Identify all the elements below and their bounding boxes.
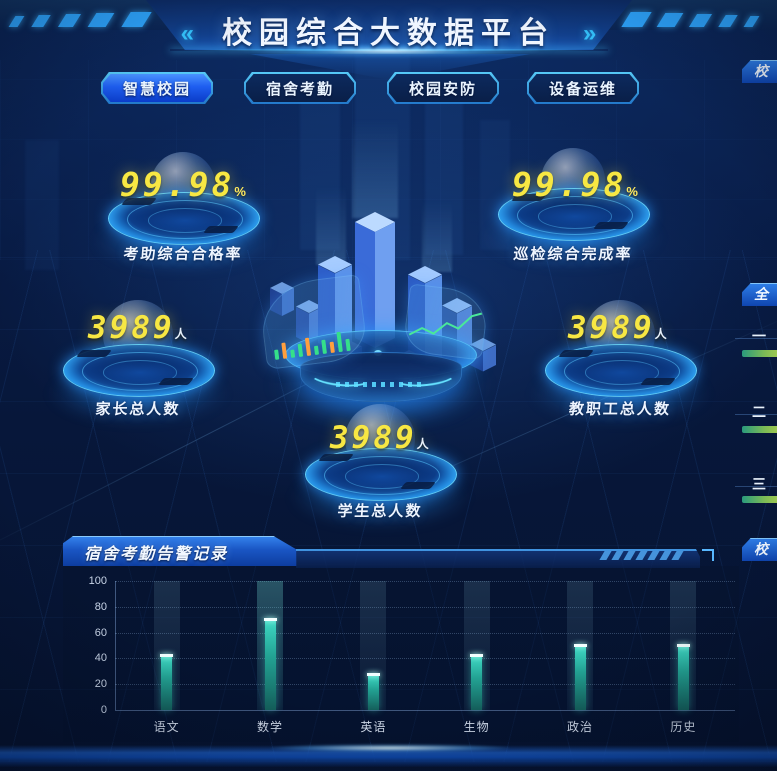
pedestal-attendance — [90, 152, 276, 273]
light-beam — [316, 185, 346, 265]
stat-inspection-value: 99.98% — [512, 165, 638, 204]
stat-attendance-value: 99.98% — [120, 165, 246, 204]
rank-divider — [735, 414, 777, 415]
tab-campus-security-label: 校园安防 — [389, 74, 497, 102]
edge-panel-header-middle: 全 — [742, 283, 777, 306]
page-title: « 校园综合大数据平台 » — [0, 8, 777, 52]
linechart-ribbon — [402, 283, 490, 361]
left-chevrons-icon: « — [180, 20, 194, 47]
alarm-panel-header — [63, 536, 297, 566]
edge-panel-header-top: 校 — [742, 60, 777, 83]
corner-bracket-icon — [702, 549, 714, 561]
stat-students-number: 3989 — [330, 420, 417, 456]
stat-staff-number: 3989 — [568, 310, 655, 346]
stat-students-label: 学生总人数 — [336, 503, 424, 520]
right-chevrons-icon: » — [583, 20, 597, 47]
edge-panel-header-bottom: 校 — [742, 538, 777, 561]
tab-smart-campus[interactable]: 智慧校园 — [101, 72, 213, 104]
rank-divider — [735, 486, 777, 487]
tab-dorm-attendance-label: 宿舍考勤 — [246, 74, 354, 102]
stat-staff-value: 3989人 — [568, 310, 667, 346]
tab-dorm-attendance[interactable]: 宿舍考勤 — [244, 72, 356, 104]
light-beam — [422, 200, 452, 272]
rank-item-2: 二 — [752, 404, 766, 420]
rank-item-1: 一 — [752, 328, 766, 344]
stat-students-unit: 人 — [416, 437, 429, 451]
stat-students-value: 3989人 — [330, 420, 429, 456]
stat-attendance-unit: % — [234, 184, 246, 199]
rank-item-3: 三 — [752, 476, 766, 492]
stat-staff-unit: 人 — [654, 327, 667, 341]
stat-inspection-number: 99.98 — [512, 165, 627, 204]
alarm-panel-header-extension — [296, 549, 700, 568]
pedestal-parents — [45, 300, 231, 425]
stat-parents-unit: 人 — [174, 327, 187, 341]
rank-bar-3 — [742, 496, 777, 503]
drum-dash-lights — [336, 382, 426, 387]
pedestal-staff — [527, 300, 713, 425]
hologram-base-drum — [300, 352, 462, 402]
rank-bar-1 — [742, 350, 777, 357]
rank-divider — [735, 338, 777, 339]
tab-device-ops-label: 设备运维 — [529, 74, 637, 102]
pedestal-students — [287, 404, 473, 529]
stat-staff-label: 教职工总人数 — [568, 401, 672, 418]
tab-smart-campus-label: 智慧校园 — [103, 74, 211, 102]
stat-parents-value: 3989人 — [88, 310, 187, 346]
bottom-glow-bar — [0, 745, 777, 767]
stat-parents-number: 3989 — [88, 310, 175, 346]
line-chart-glyph — [408, 312, 483, 336]
city-silhouette — [25, 140, 59, 270]
pedestal-inspection — [480, 148, 666, 269]
tab-campus-security[interactable]: 校园安防 — [387, 72, 499, 104]
stat-attendance-number: 99.98 — [120, 165, 235, 204]
tab-device-ops[interactable]: 设备运维 — [527, 72, 639, 104]
stat-inspection-unit: % — [626, 184, 638, 199]
page-title-text: 校园综合大数据平台 — [222, 17, 555, 50]
header-center-plate — [146, 0, 632, 50]
bottom-glow-highlight — [270, 744, 510, 752]
light-beam — [352, 118, 398, 218]
alarm-panel — [63, 566, 739, 742]
stat-attendance-label: 考助综合合格率 — [122, 246, 244, 263]
stat-parents-label: 家长总人数 — [94, 401, 182, 418]
stat-inspection-label: 巡检综合完成率 — [512, 246, 634, 263]
rank-bar-2 — [742, 426, 777, 433]
alarm-panel-title: 宿舍考勤告警记录 — [84, 546, 229, 563]
